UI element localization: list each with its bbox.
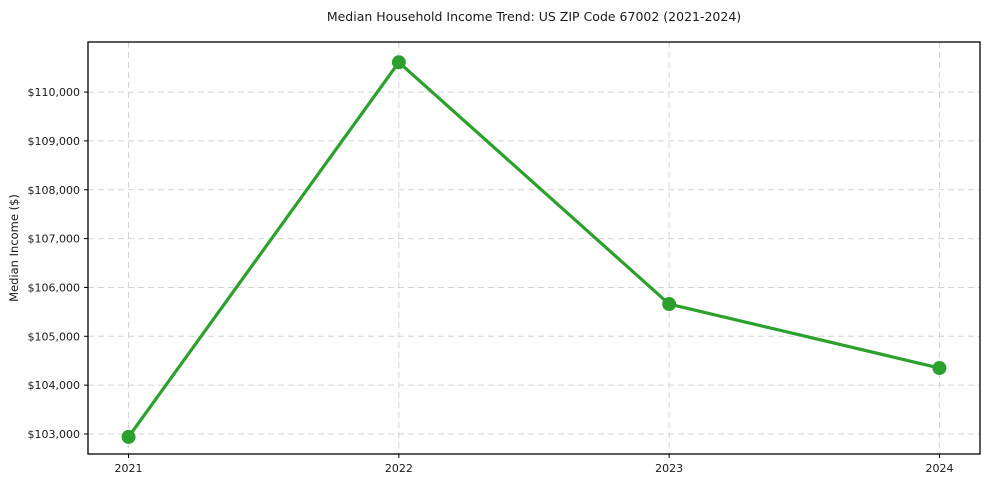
data-point-marker <box>662 297 677 312</box>
y-tick-label: $107,000 <box>28 233 81 246</box>
x-tick-label: 2023 <box>655 462 683 475</box>
gridlines <box>88 42 980 454</box>
data-series <box>121 55 947 444</box>
x-tick-label: 2024 <box>925 462 953 475</box>
y-tick-label: $108,000 <box>28 184 81 197</box>
y-axis-label: Median Income ($) <box>7 194 21 302</box>
y-tick-label: $104,000 <box>28 379 81 392</box>
axis-ticks <box>84 91 940 458</box>
chart-title: Median Household Income Trend: US ZIP Co… <box>327 9 741 24</box>
y-tick-label: $106,000 <box>28 281 81 294</box>
trend-line <box>126 60 942 439</box>
y-tick-label: $110,000 <box>28 86 81 99</box>
y-tick-label: $109,000 <box>28 135 81 148</box>
data-point-marker <box>391 55 406 70</box>
y-tick-label: $103,000 <box>28 428 81 441</box>
x-tick-label: 2021 <box>115 462 143 475</box>
plot-border <box>87 41 981 455</box>
axis-tick-labels: $103,000 $104,000 $105,000 $106,000 $107,000… <box>28 86 954 475</box>
x-tick-label: 2022 <box>385 462 413 475</box>
data-point-marker <box>932 361 947 376</box>
y-tick-label: $105,000 <box>28 330 81 343</box>
data-point-marker <box>121 429 136 444</box>
